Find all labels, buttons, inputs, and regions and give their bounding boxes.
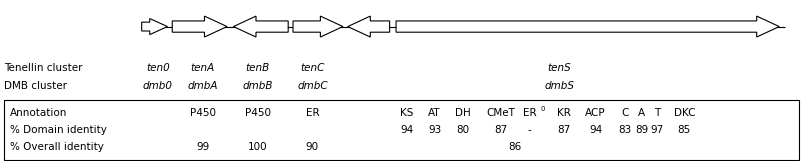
Text: 83: 83 (618, 125, 631, 135)
Text: P450: P450 (245, 108, 270, 118)
Text: A: A (638, 108, 645, 118)
Text: DH: DH (455, 108, 471, 118)
Text: dmbS: dmbS (544, 81, 575, 91)
Text: 94: 94 (589, 125, 602, 135)
Text: dmbC: dmbC (297, 81, 328, 91)
Text: dmbB: dmbB (242, 81, 273, 91)
Text: ER: ER (523, 108, 536, 118)
Text: -: - (528, 125, 531, 135)
Text: CMeT: CMeT (486, 108, 515, 118)
Text: 94: 94 (400, 125, 413, 135)
FancyArrow shape (142, 19, 167, 35)
Text: 90: 90 (306, 142, 319, 152)
FancyArrow shape (233, 16, 288, 37)
Text: 100: 100 (248, 142, 267, 152)
FancyArrow shape (396, 16, 779, 37)
Text: AT: AT (428, 108, 441, 118)
Text: KR: KR (556, 108, 571, 118)
Text: Tenellin cluster: Tenellin cluster (4, 63, 83, 73)
FancyArrow shape (172, 16, 227, 37)
Text: T: T (654, 108, 660, 118)
FancyArrow shape (293, 16, 343, 37)
Text: 99: 99 (196, 142, 209, 152)
Text: tenA: tenA (191, 63, 215, 73)
Text: 89: 89 (635, 125, 648, 135)
Text: dmb0: dmb0 (142, 81, 173, 91)
Text: 85: 85 (678, 125, 691, 135)
Text: tenS: tenS (547, 63, 572, 73)
Text: 80: 80 (456, 125, 469, 135)
Text: Annotation: Annotation (10, 108, 67, 118)
Text: dmbA: dmbA (188, 81, 218, 91)
Text: 93: 93 (428, 125, 441, 135)
Text: 87: 87 (557, 125, 570, 135)
Text: tenC: tenC (300, 63, 324, 73)
Text: C: C (621, 108, 629, 118)
Text: ten0: ten0 (146, 63, 170, 73)
Bar (4, 100, 799, 160)
Text: DMB cluster: DMB cluster (4, 81, 67, 91)
Text: % Domain identity: % Domain identity (10, 125, 106, 135)
Text: DKC: DKC (674, 108, 695, 118)
Text: 87: 87 (494, 125, 507, 135)
FancyArrow shape (348, 16, 390, 37)
Text: P450: P450 (190, 108, 216, 118)
Text: % Overall identity: % Overall identity (10, 142, 104, 152)
Text: ER: ER (306, 108, 319, 118)
Text: 0: 0 (541, 106, 545, 112)
Text: 97: 97 (650, 125, 663, 135)
Text: ACP: ACP (585, 108, 606, 118)
Text: 86: 86 (509, 142, 522, 152)
Text: KS: KS (400, 108, 413, 118)
Text: tenB: tenB (246, 63, 270, 73)
